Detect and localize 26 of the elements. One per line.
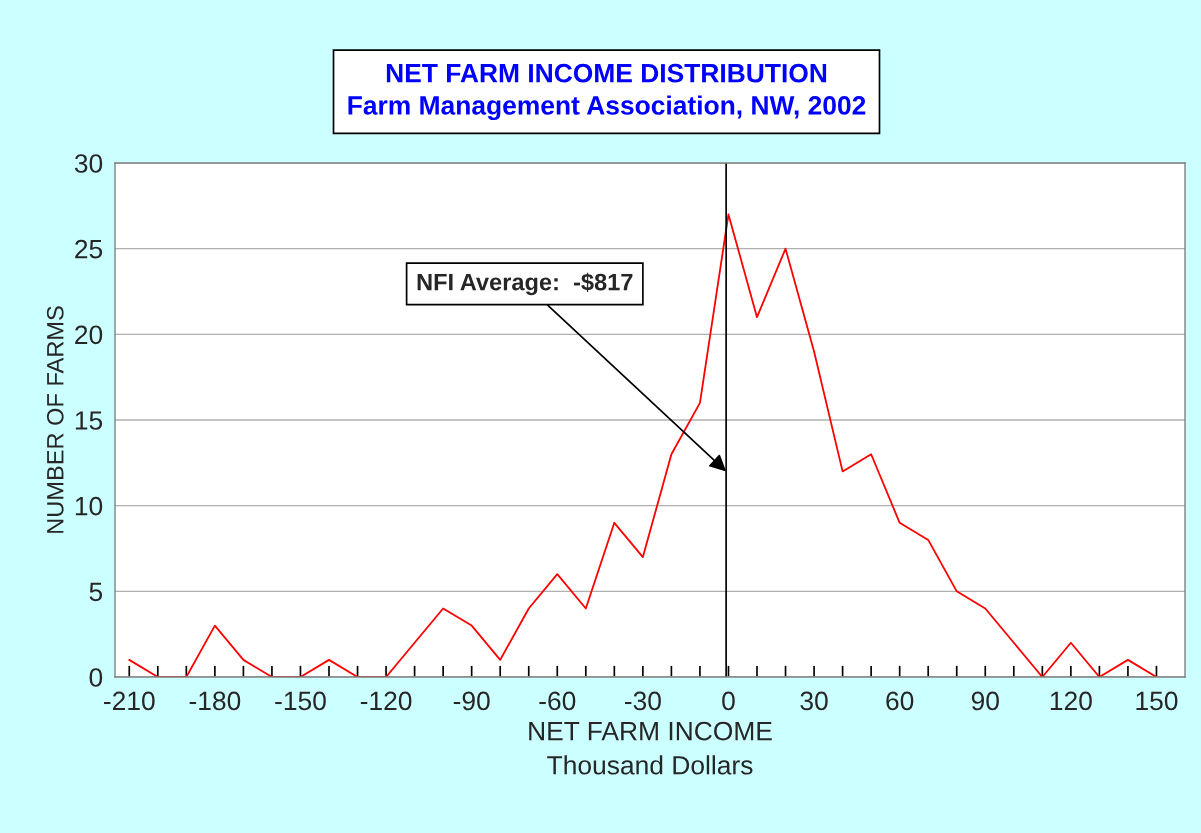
x-tick-label: 0 bbox=[722, 691, 735, 711]
y-axis-title: NUMBER OF FARMS bbox=[46, 306, 64, 533]
y-tick-label: 10 bbox=[75, 496, 103, 516]
x-tick-label: -180 bbox=[189, 691, 241, 711]
x-tick-label: -30 bbox=[624, 691, 661, 711]
x-tick-label: -120 bbox=[360, 691, 412, 711]
x-tick-label: -210 bbox=[104, 691, 155, 711]
y-tick-label: 5 bbox=[89, 582, 103, 602]
y-tick-label: 15 bbox=[75, 411, 103, 430]
x-tick-label: -90 bbox=[453, 691, 490, 711]
x-tick-label: 120 bbox=[1050, 691, 1092, 711]
x-tick-label: 30 bbox=[800, 691, 828, 711]
line-series bbox=[128, 213, 1158, 677]
chart-subtitle: Farm Management Association, NW, 2002 bbox=[348, 95, 866, 121]
x-tick-label: 90 bbox=[971, 691, 999, 711]
annotation: NFI Average: -$817 bbox=[417, 272, 633, 296]
chart-title: NET FARM INCOME DISTRIBUTION bbox=[386, 63, 827, 83]
y-tick-label: 25 bbox=[75, 239, 103, 259]
x-tick-label: 150 bbox=[1136, 691, 1178, 711]
x-tick-label: -150 bbox=[275, 691, 326, 711]
y-tick-label: 30 bbox=[74, 154, 103, 173]
x-axis-title: NET FARM INCOME Thousand Dollars bbox=[529, 721, 772, 775]
x-tick-label: -60 bbox=[539, 691, 576, 711]
x-tick-label: 60 bbox=[886, 691, 914, 711]
y-tick-label: 20 bbox=[75, 325, 103, 345]
y-tick-label: 0 bbox=[89, 668, 103, 687]
